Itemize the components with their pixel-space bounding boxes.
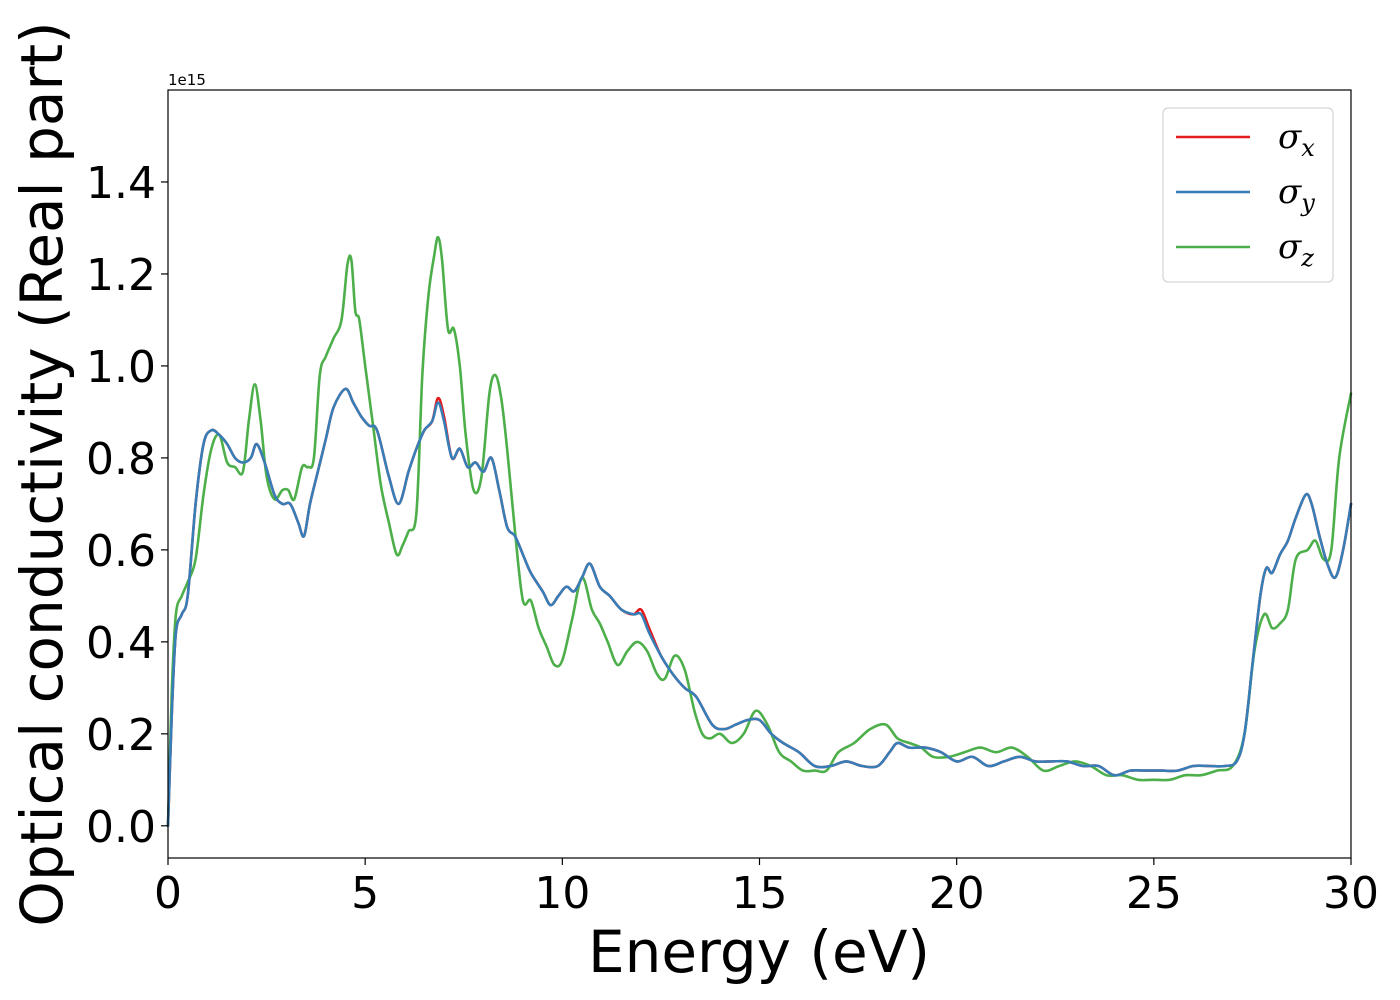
y-tick-label: 0.0 xyxy=(86,802,156,853)
y-tick-label: 0.8 xyxy=(86,434,156,485)
x-tick-label: 15 xyxy=(732,868,788,919)
legend: σx σy σz xyxy=(1162,107,1334,283)
x-axis-title: Energy (eV) xyxy=(588,918,930,986)
legend-label-z: σz xyxy=(1278,227,1314,272)
x-tick-label: 10 xyxy=(534,868,590,919)
y-tick-label: 1.0 xyxy=(86,342,156,393)
y-axis-title: Optical conductivity (Real part) xyxy=(8,21,76,926)
x-tick-label: 5 xyxy=(351,868,379,919)
series-line-z xyxy=(166,235,1353,828)
y-tick-label: 0.6 xyxy=(86,526,156,577)
x-axis: 0 5 10 15 20 25 30 xyxy=(154,858,1379,919)
y-tick-label: 0.4 xyxy=(86,618,156,669)
y-offset-label: 1e15 xyxy=(168,71,206,89)
series-line-x xyxy=(166,387,1353,828)
x-tick-label: 20 xyxy=(929,868,985,919)
legend-label-x: σx xyxy=(1278,117,1315,162)
y-tick-label: 0.2 xyxy=(86,710,156,761)
x-tick-label: 25 xyxy=(1126,868,1182,919)
legend-label-y: σy xyxy=(1278,172,1315,217)
legend-frame xyxy=(1162,107,1334,283)
plot-lines xyxy=(166,235,1353,828)
y-axis: 0.0 0.2 0.4 0.6 0.8 1.0 1.2 1.4 xyxy=(86,158,168,853)
y-tick-label: 1.4 xyxy=(86,158,156,209)
x-tick-label: 0 xyxy=(154,868,182,919)
y-tick-label: 1.2 xyxy=(86,250,156,301)
x-tick-label: 30 xyxy=(1323,868,1379,919)
series-line-y xyxy=(166,387,1353,828)
